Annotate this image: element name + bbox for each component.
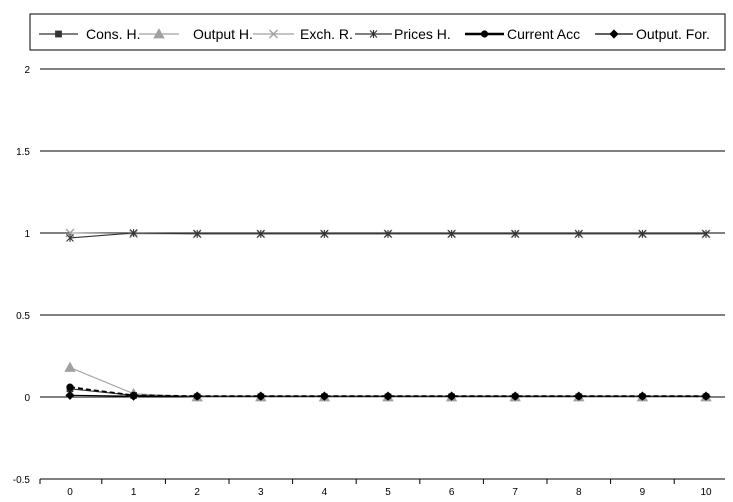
- output-for-point: [383, 391, 393, 401]
- prices-h-point: [574, 229, 583, 238]
- output-for-point: [65, 390, 75, 400]
- legend-item-current-acc: Current Acc: [465, 26, 580, 42]
- x-tick-label: 6: [449, 487, 455, 498]
- x-tick-label: 7: [512, 487, 518, 498]
- output-for-point: [447, 391, 457, 401]
- output-for-point: [637, 391, 647, 401]
- legend-item-cons-h: Cons. H.: [39, 26, 140, 42]
- legend-item-output-h: Output H.: [139, 26, 253, 42]
- legend: [29, 13, 726, 51]
- legend-swatch-marker-output-h: [153, 28, 165, 39]
- x-tick-label: 5: [385, 487, 391, 498]
- output-for-point: [510, 391, 520, 401]
- output-for-point: [574, 391, 584, 401]
- series-layer: [64, 228, 712, 402]
- prices-h-point: [193, 229, 202, 238]
- legend-swatch-marker-prices-h: [369, 30, 378, 38]
- x-tick-label: 10: [700, 487, 712, 498]
- y-tick-label: 1: [24, 229, 30, 240]
- output-for-point: [192, 391, 202, 401]
- legend-swatch-marker-cons-h: [55, 30, 62, 38]
- output-for-point: [701, 391, 711, 401]
- legend-label-cons-h: Cons. H.: [86, 26, 140, 42]
- legend-swatch-marker-output-for: [609, 29, 619, 39]
- legend-label-current-acc: Current Acc: [507, 26, 580, 42]
- y-tick-label: 1.5: [16, 147, 30, 158]
- prices-h-point: [66, 233, 74, 242]
- output-for-point: [129, 391, 139, 401]
- x-tick-label: 1: [131, 487, 137, 498]
- legend-label-prices-h: Prices H.: [394, 26, 451, 42]
- legend-item-output-for: Output. For.: [595, 26, 710, 42]
- x-tick-label: 0: [67, 487, 73, 498]
- grid: [40, 68, 725, 480]
- x-tick-label: 9: [640, 487, 646, 498]
- prices-h-point: [638, 229, 647, 238]
- legend-item-prices-h: Prices H.: [355, 26, 451, 42]
- x-tick-label: 4: [322, 487, 328, 498]
- x-axis: [39, 478, 725, 484]
- x-axis-tick-labels: 0 1 2 3 4 5 6 7 8 9 10: [67, 487, 712, 498]
- legend-label-output-for: Output. For.: [636, 26, 710, 42]
- y-tick-label: 0: [24, 393, 30, 404]
- x-tick-label: 3: [258, 487, 264, 498]
- output-h-point: [64, 361, 76, 372]
- prices-h-point: [702, 229, 710, 238]
- series-output-for: [65, 390, 711, 401]
- series-prices-h: [66, 229, 710, 242]
- y-tick-label: 0.5: [16, 311, 30, 322]
- legend-label-output-h: Output H.: [193, 26, 253, 42]
- x-tick-label: 2: [194, 487, 200, 498]
- legend-swatch-marker-exch-r: [269, 29, 278, 39]
- prices-h-point: [384, 229, 392, 238]
- legend-label-exch-r: Exch. R.: [300, 26, 353, 42]
- prices-h-point: [320, 229, 329, 238]
- prices-h-point: [129, 229, 138, 237]
- output-for-point: [256, 391, 266, 401]
- prices-h-point: [256, 229, 265, 238]
- y-tick-label: -0.5: [13, 475, 31, 486]
- legend-swatch-marker-current-acc: [480, 30, 489, 38]
- output-for-point: [319, 391, 329, 401]
- legend-item-exch-r: Exch. R.: [253, 26, 353, 42]
- y-tick-label: 2: [24, 65, 30, 76]
- current-acc-point: [66, 383, 74, 391]
- x-tick-label: 8: [576, 487, 582, 498]
- y-axis-tick-labels: 2 1.5 1 0.5 0 -0.5: [13, 65, 31, 486]
- prices-h-point: [447, 229, 456, 238]
- prices-h-point: [511, 229, 520, 238]
- legend-items: Cons. H. Output H. Exch. R. Prices H. Curren…: [39, 26, 710, 42]
